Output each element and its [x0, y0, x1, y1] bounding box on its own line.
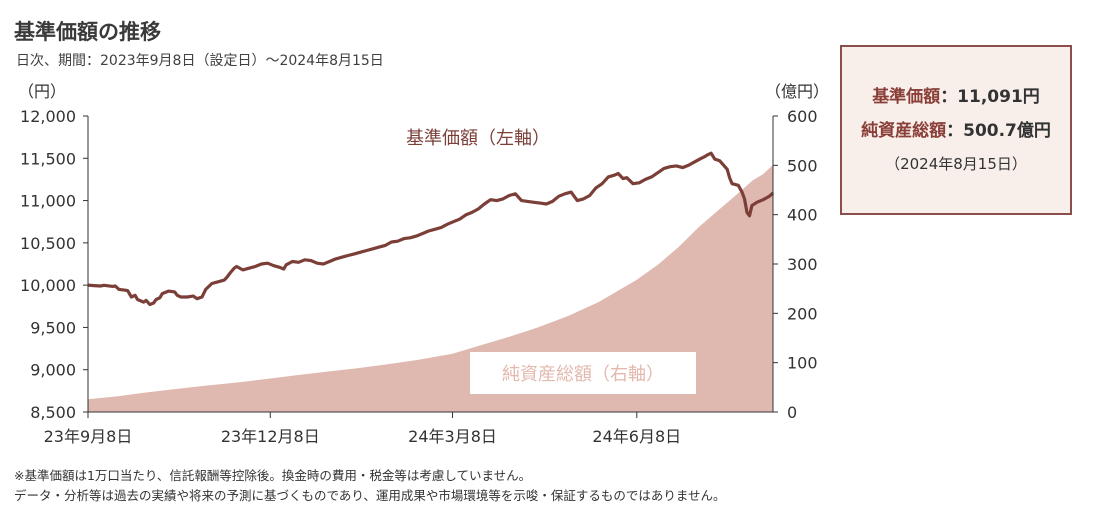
x-tick-label: 24年3月8日 [408, 427, 497, 446]
right-axis-unit: （億円） [765, 82, 830, 101]
chart-subtitle: 日次、期間：2023年9月8日（設定日）～2024年8月15日 [16, 53, 384, 69]
nav-summary-label: 基準価額 [872, 87, 941, 107]
right-tick-label: 500 [787, 156, 818, 175]
right-tick-label: 100 [787, 354, 818, 373]
right-tick-label: 600 [787, 107, 818, 126]
right-tick-label: 0 [787, 403, 797, 422]
footnote-fees: ※基準価額は1万口当たり、信託報酬等控除後。換金時の費用・税金等は考慮していませ… [14, 468, 532, 483]
net-assets-summary-value: ：500.7億円 [946, 121, 1051, 141]
right-tick-label: 400 [787, 206, 818, 225]
left-tick-label: 11,500 [20, 149, 76, 168]
nav-summary-value: ：11,091円 [940, 87, 1040, 107]
left-tick-label: 11,000 [20, 192, 76, 211]
left-tick-label: 8,500 [30, 403, 76, 422]
chart-title: 基準価額の推移 [14, 20, 161, 44]
x-tick-label: 24年6月8日 [592, 427, 681, 446]
left-tick-label: 10,500 [20, 234, 76, 253]
summary-date: （2024年8月15日） [885, 155, 1027, 173]
footnote-disclaimer: データ・分析等は過去の実績や将来の予測に基づくものであり、運用成果や市場環境等を… [14, 488, 726, 503]
left-tick-label: 9,500 [30, 318, 76, 337]
right-tick-label: 300 [787, 255, 818, 274]
assets-label-bg [470, 352, 696, 394]
x-tick-label: 23年9月8日 [44, 427, 133, 446]
nav-series-label: 基準価額（左軸） [406, 128, 550, 149]
assets-series-label: 純資産総額（右軸） [502, 364, 664, 385]
net-assets-summary: 純資産総額：500.7億円 [861, 114, 1051, 148]
nav-label-bg [388, 122, 568, 154]
net-assets-area [88, 165, 773, 412]
left-tick-label: 12,000 [20, 107, 76, 126]
right-tick-label: 200 [787, 304, 818, 323]
nav-summary: 基準価額：11,091円 [872, 80, 1040, 114]
net-assets-summary-label: 純資産総額 [861, 121, 947, 141]
left-tick-label: 10,000 [20, 276, 76, 295]
left-axis-unit: （円） [18, 82, 67, 101]
x-tick-label: 23年12月8日 [221, 427, 320, 446]
left-tick-label: 9,000 [30, 361, 76, 380]
nav-line [87, 151, 775, 307]
summary-box: 基準価額：11,091円 純資産総額：500.7億円 （2024年8月15日） [840, 45, 1072, 215]
